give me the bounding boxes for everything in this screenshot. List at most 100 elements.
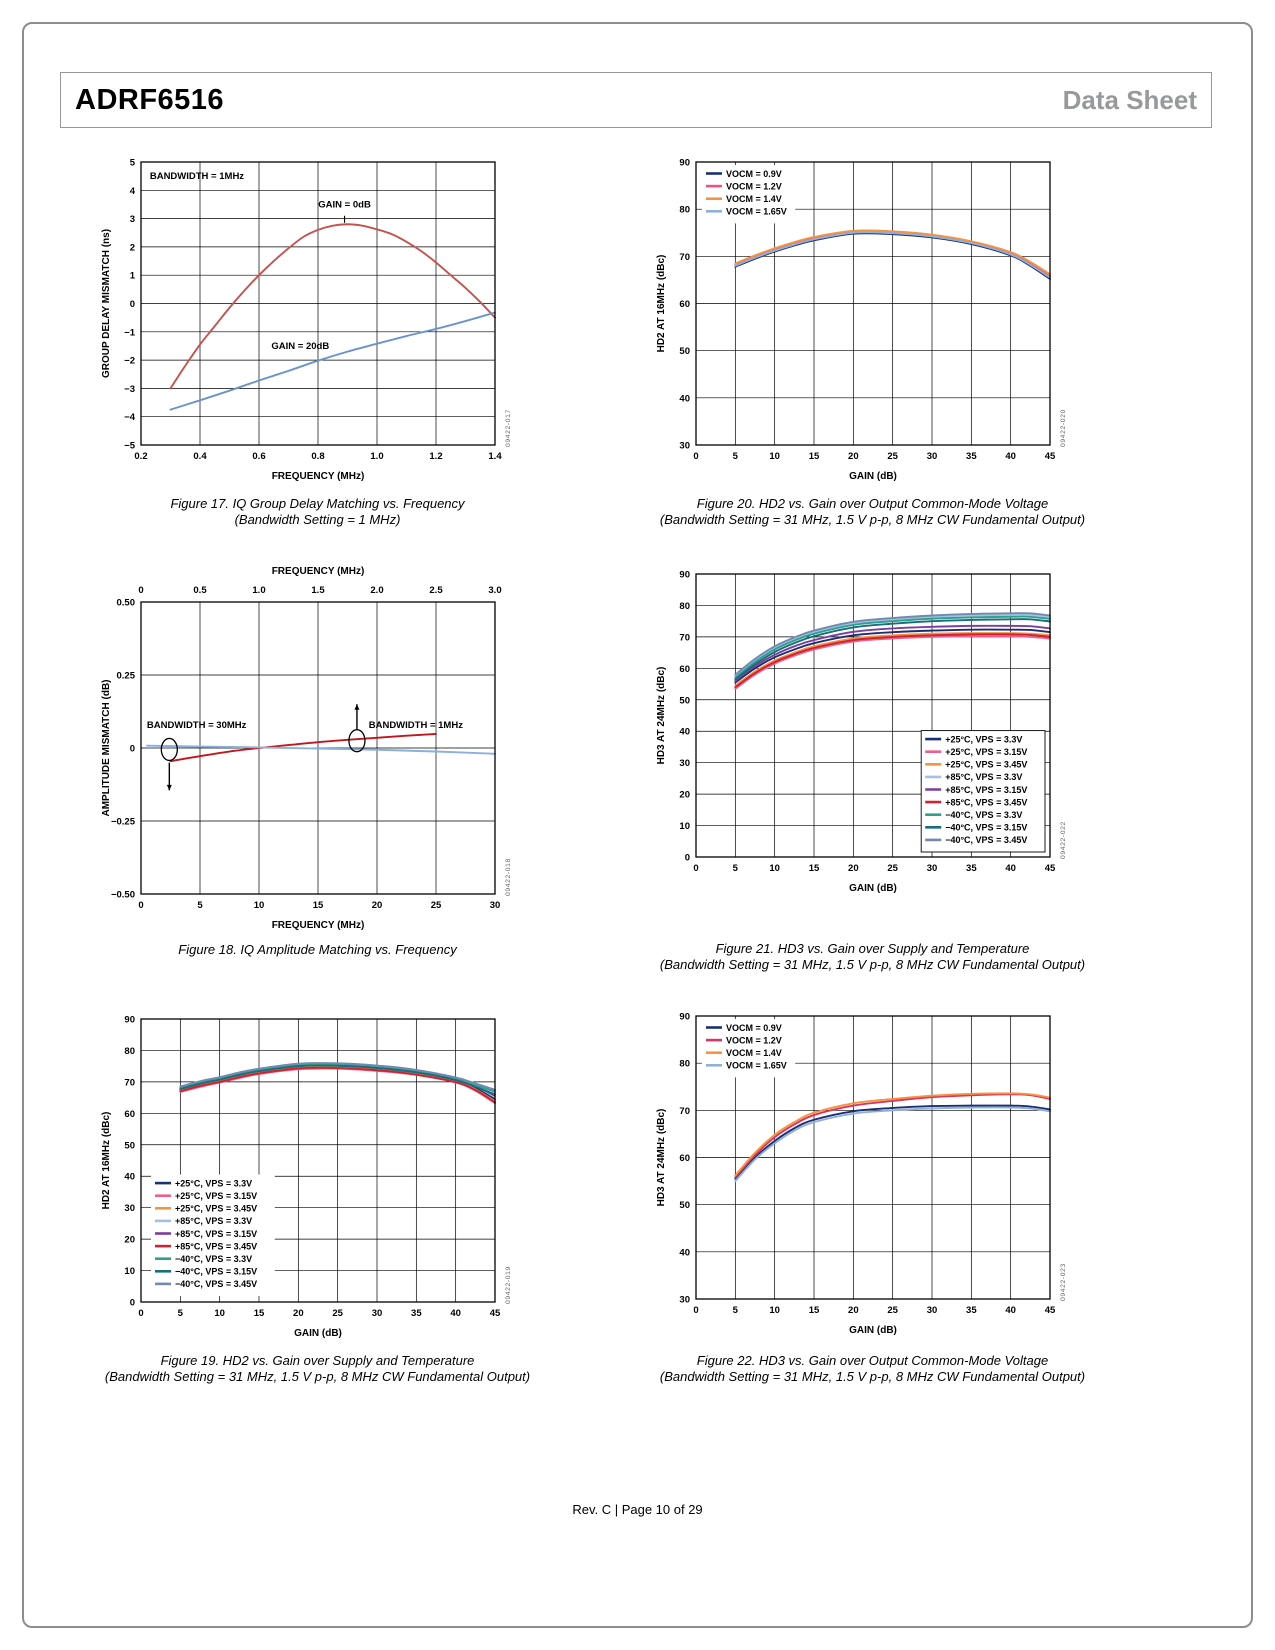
- svg-text:+25°C, VPS = 3.45V: +25°C, VPS = 3.45V: [945, 760, 1027, 770]
- svg-text:50: 50: [679, 695, 690, 706]
- figure-19-caption: Figure 19. HD2 vs. Gain over Supply and …: [95, 1353, 540, 1385]
- chart-hd3-supply-temp: 0 5 10 15 20 25 30 35 40 45 90 80 70 60 50 40 30 20 10 0 GAI…: [650, 560, 1095, 905]
- fig18-plot: 0 5 10 15 20 25 300.500.250−0.25−0.500 0.5 1.0 1.…: [101, 566, 512, 931]
- svg-text:0: 0: [130, 744, 135, 755]
- figure-22: 0 5 10 15 20 25 30 35 40 45 90 80 70 60 50 40 30 GAIN (dB…: [650, 1002, 1095, 1385]
- caption-line: Figure 17. IQ Group Delay Matching vs. F…: [170, 496, 465, 511]
- svg-text:BANDWIDTH = 30MHz: BANDWIDTH = 30MHz: [147, 720, 247, 731]
- svg-text:−2: −2: [124, 356, 135, 367]
- svg-text:15: 15: [313, 900, 324, 911]
- svg-text:GROUP DELAY MISMATCH (ns): GROUP DELAY MISMATCH (ns): [101, 229, 112, 378]
- svg-text:45: 45: [1045, 451, 1056, 462]
- page-footer: Rev. C | Page 10 of 29: [572, 1502, 703, 1517]
- svg-text:50: 50: [679, 1200, 690, 1211]
- svg-text:10: 10: [124, 1266, 135, 1277]
- svg-text:09422-018: 09422-018: [505, 858, 512, 896]
- svg-text:09422-023: 09422-023: [1060, 1263, 1067, 1301]
- svg-text:−3: −3: [124, 384, 135, 395]
- svg-text:40: 40: [679, 393, 690, 404]
- caption-line: Figure 19. HD2 vs. Gain over Supply and …: [160, 1353, 475, 1368]
- svg-text:20: 20: [848, 863, 859, 874]
- svg-text:80: 80: [679, 205, 690, 216]
- svg-text:35: 35: [966, 863, 977, 874]
- svg-text:+85°C, VPS = 3.3V: +85°C, VPS = 3.3V: [945, 772, 1022, 782]
- svg-text:0: 0: [693, 863, 698, 874]
- svg-text:20: 20: [679, 790, 690, 801]
- figure-18-caption: Figure 18. IQ Amplitude Matching vs. Fre…: [95, 942, 540, 958]
- chart-hd2-supply-temp: 0 5 10 15 20 25 30 35 40 45 90 80 70 60 50 40 30 20 10 0 GAI…: [95, 1005, 540, 1350]
- svg-text:+85°C, VPS = 3.45V: +85°C, VPS = 3.45V: [175, 1241, 257, 1251]
- svg-text:GAIN (dB): GAIN (dB): [849, 471, 897, 482]
- svg-text:VOCM = 1.4V: VOCM = 1.4V: [726, 1048, 782, 1058]
- svg-text:1.0: 1.0: [370, 451, 383, 462]
- svg-text:45: 45: [1045, 1305, 1056, 1316]
- svg-text:−40°C, VPS = 3.15V: −40°C, VPS = 3.15V: [175, 1267, 257, 1277]
- svg-text:25: 25: [887, 451, 898, 462]
- figure-17: 0.2 0.4 0.6 0.8 1.0 1.2 1.4 5 4 3 2 1 0 −1 −2 −3 −4 −5 FRE…: [95, 148, 540, 528]
- svg-text:VOCM = 1.2V: VOCM = 1.2V: [726, 181, 782, 191]
- caption-line: Figure 22. HD3 vs. Gain over Output Comm…: [696, 1353, 1049, 1368]
- svg-text:FREQUENCY (MHz): FREQUENCY (MHz): [272, 471, 365, 482]
- svg-text:90: 90: [679, 570, 690, 581]
- svg-text:GAIN = 0dB: GAIN = 0dB: [318, 199, 371, 210]
- svg-text:50: 50: [679, 346, 690, 357]
- svg-text:30: 30: [679, 758, 690, 769]
- svg-text:40: 40: [679, 1247, 690, 1258]
- svg-text:0.5: 0.5: [193, 585, 207, 596]
- svg-text:−40°C, VPS = 3.3V: −40°C, VPS = 3.3V: [175, 1254, 252, 1264]
- svg-text:30: 30: [490, 900, 501, 911]
- svg-text:40: 40: [124, 1172, 135, 1183]
- svg-text:GAIN = 20dB: GAIN = 20dB: [271, 341, 329, 352]
- svg-text:HD3 AT 24MHz (dBc): HD3 AT 24MHz (dBc): [656, 1109, 667, 1207]
- svg-text:0: 0: [138, 900, 143, 911]
- figure-20: 0 5 10 15 20 25 30 35 40 45 90 80 70 60 50 40 30 GAIN (dB…: [650, 148, 1095, 528]
- svg-text:35: 35: [966, 451, 977, 462]
- svg-text:20: 20: [124, 1235, 135, 1246]
- svg-text:−0.50: −0.50: [111, 890, 135, 901]
- svg-text:5: 5: [178, 1308, 184, 1319]
- svg-text:3: 3: [130, 214, 135, 225]
- caption-line: (Bandwidth Setting = 31 MHz, 1.5 V p-p, …: [659, 512, 1086, 527]
- svg-text:0.25: 0.25: [117, 671, 136, 682]
- svg-text:−40°C, VPS = 3.45V: −40°C, VPS = 3.45V: [175, 1279, 257, 1289]
- svg-text:HD2 AT 16MHz (dBc): HD2 AT 16MHz (dBc): [656, 255, 667, 353]
- svg-text:40: 40: [1005, 451, 1016, 462]
- svg-text:+85°C, VPS = 3.45V: +85°C, VPS = 3.45V: [945, 797, 1027, 807]
- svg-text:VOCM = 1.2V: VOCM = 1.2V: [726, 1035, 782, 1045]
- svg-text:25: 25: [431, 900, 442, 911]
- figure-22-caption: Figure 22. HD3 vs. Gain over Output Comm…: [650, 1353, 1095, 1385]
- svg-text:70: 70: [679, 252, 690, 263]
- svg-text:10: 10: [769, 1305, 780, 1316]
- svg-text:60: 60: [124, 1109, 135, 1120]
- svg-text:10: 10: [769, 451, 780, 462]
- svg-text:+85°C, VPS = 3.15V: +85°C, VPS = 3.15V: [175, 1229, 257, 1239]
- figure-20-caption: Figure 20. HD2 vs. Gain over Output Comm…: [650, 496, 1095, 528]
- svg-text:−1: −1: [124, 327, 136, 338]
- svg-text:10: 10: [769, 863, 780, 874]
- fig22-plot: 0 5 10 15 20 25 30 35 40 45 90 80 70 60 50 40 30 GAIN (dB…: [656, 1012, 1067, 1337]
- svg-text:15: 15: [809, 1305, 820, 1316]
- svg-text:30: 30: [927, 1305, 938, 1316]
- svg-text:0: 0: [138, 585, 143, 596]
- svg-text:80: 80: [679, 601, 690, 612]
- figure-17-caption: Figure 17. IQ Group Delay Matching vs. F…: [95, 496, 540, 528]
- page-header: ADRF6516 Data Sheet: [60, 72, 1212, 128]
- svg-text:09422-022: 09422-022: [1060, 821, 1067, 859]
- svg-text:25: 25: [887, 1305, 898, 1316]
- fig20-plot: 0 5 10 15 20 25 30 35 40 45 90 80 70 60 50 40 30 GAIN (dB…: [656, 158, 1067, 483]
- svg-text:90: 90: [124, 1015, 135, 1026]
- svg-text:30: 30: [679, 1295, 690, 1306]
- svg-text:BANDWIDTH = 1MHz: BANDWIDTH = 1MHz: [369, 720, 463, 731]
- chart-iq-amplitude-matching: 0 5 10 15 20 25 30 0.50 0.25 0 −0.25 −0.50 0 0.5 1.0 1.…: [95, 552, 540, 940]
- svg-text:35: 35: [966, 1305, 977, 1316]
- svg-text:20: 20: [848, 451, 859, 462]
- svg-text:40: 40: [450, 1308, 461, 1319]
- svg-text:10: 10: [214, 1308, 225, 1319]
- fig19-plot: 0 5 10 15 20 25 30 35 40 45 90 80 70 60 50 40 30 20 10 0 GAI…: [101, 1015, 512, 1340]
- svg-text:10: 10: [679, 821, 690, 832]
- svg-text:09422-019: 09422-019: [505, 1266, 512, 1304]
- svg-text:1.0: 1.0: [252, 585, 265, 596]
- svg-text:0: 0: [130, 299, 135, 310]
- doc-type-label: Data Sheet: [1062, 84, 1197, 115]
